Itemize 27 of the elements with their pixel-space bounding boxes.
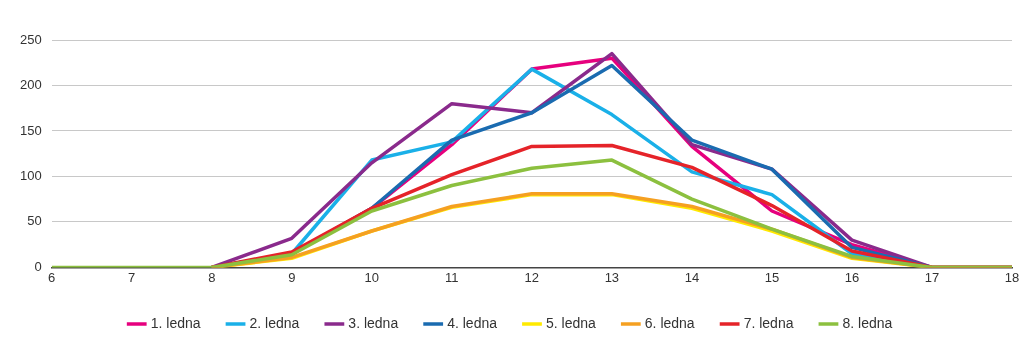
x-tick-label: 16 (844, 269, 860, 285)
legend-label: 8. ledna (842, 314, 893, 331)
legend-label: 2. ledna (249, 314, 300, 331)
y-tick-label: 150 (19, 122, 42, 138)
x-tick-label: 10 (364, 269, 380, 285)
x-tick-label: 11 (445, 269, 459, 285)
legend-label: 1. ledna (150, 314, 201, 331)
y-tick-label: 100 (19, 168, 42, 184)
x-tick-label: 14 (684, 269, 700, 285)
x-tick-label: 6 (48, 269, 56, 285)
y-tick-label: 0 (34, 258, 42, 274)
x-tick-label: 17 (924, 269, 940, 285)
y-tick-label: 200 (19, 77, 42, 93)
x-tick-label: 12 (524, 269, 540, 285)
x-tick-label: 15 (764, 269, 780, 285)
x-tick-label: 18 (1004, 269, 1020, 285)
x-tick-label: 9 (288, 269, 296, 285)
legend-label: 5. ledna (546, 314, 597, 331)
x-tick-label: 7 (128, 269, 136, 285)
x-tick-label: 8 (208, 269, 216, 285)
y-tick-label: 50 (27, 213, 42, 229)
x-tick-label: 13 (604, 269, 620, 285)
legend-label: 4. ledna (447, 314, 498, 331)
y-tick-label: 250 (19, 31, 42, 47)
legend-label: 7. ledna (743, 314, 794, 331)
legend-label: 6. ledna (644, 314, 695, 331)
legend-label: 3. ledna (348, 314, 399, 331)
